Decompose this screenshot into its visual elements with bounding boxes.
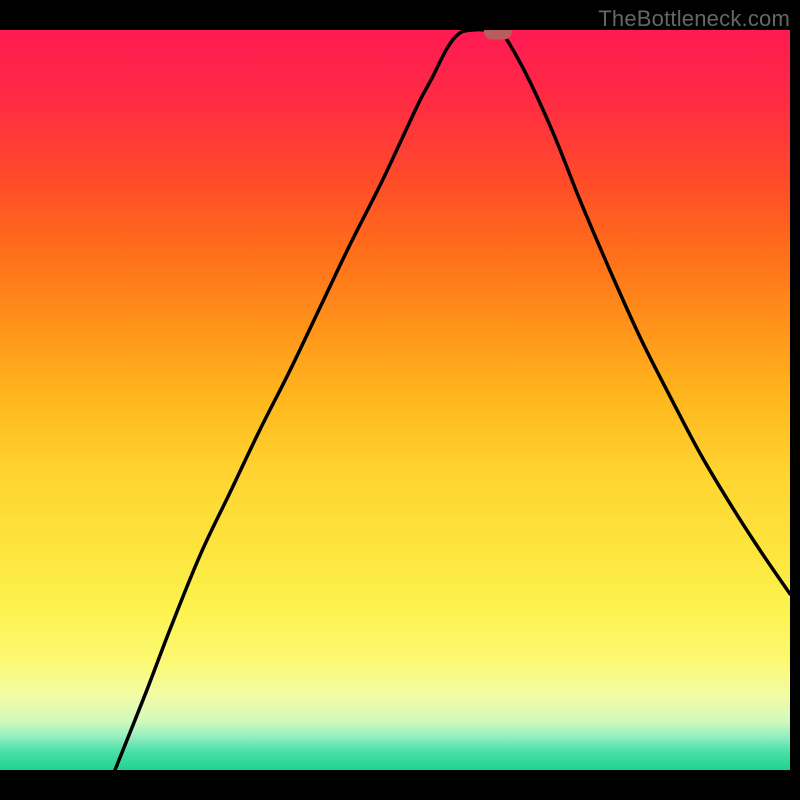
chart-frame — [0, 30, 790, 770]
watermark-text: TheBottleneck.com — [598, 6, 790, 32]
optimal-marker — [484, 30, 512, 39]
bottleneck-chart — [0, 30, 790, 770]
